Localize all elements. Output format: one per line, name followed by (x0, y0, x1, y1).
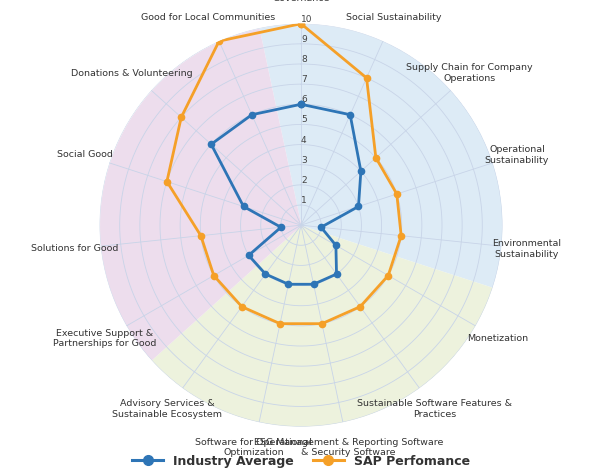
Legend: Industry Average, SAP Perfomance: Industry Average, SAP Perfomance (127, 450, 475, 473)
